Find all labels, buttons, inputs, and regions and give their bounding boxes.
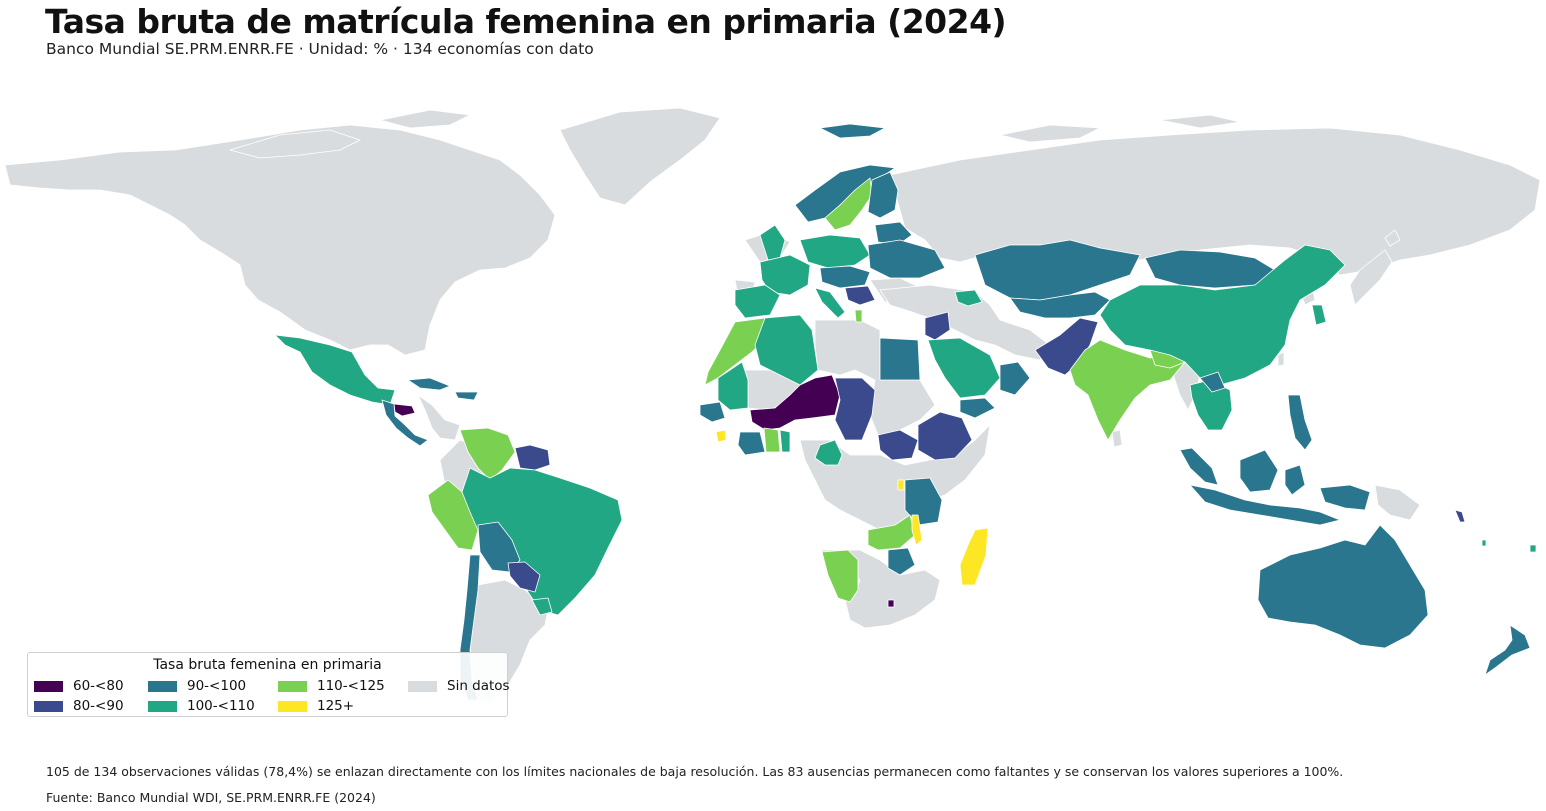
region-russia <box>889 127 1541 276</box>
region-australia <box>1257 524 1429 649</box>
region-france <box>759 254 811 296</box>
legend-swatch <box>34 680 63 692</box>
region-mexico <box>274 334 396 406</box>
region-north-america <box>4 124 556 356</box>
legend-item-90-100: 90-<100 <box>148 677 246 695</box>
legend-label: 110-<125 <box>317 678 385 694</box>
region-mongolia <box>1144 249 1276 289</box>
region-paraguay <box>507 561 541 593</box>
region-new-zealand <box>1484 624 1531 676</box>
world-map-svg <box>4 107 1541 706</box>
region-pacific-islands-80 <box>1454 509 1466 523</box>
region-caucasus <box>954 289 983 307</box>
map-title: Tasa bruta de matrícula femenina en prim… <box>45 2 1007 41</box>
region-iberia <box>734 284 781 319</box>
region-srilanka-nodata <box>1111 429 1123 448</box>
map-legend: Tasa bruta femenina en primaria 60-<80 8… <box>27 652 510 717</box>
map-subtitle: Banco Mundial SE.PRM.ENRR.FE · Unidad: %… <box>46 40 594 58</box>
region-greece <box>854 309 863 323</box>
region-togo-benin <box>779 429 791 453</box>
region-zambia <box>867 514 916 551</box>
region-lesotho <box>887 599 895 608</box>
region-middle-east-nodata <box>879 284 1051 361</box>
legend-swatch <box>278 680 307 692</box>
region-zimbabwe <box>887 547 916 576</box>
region-venezuela <box>459 427 516 481</box>
region-uruguay <box>531 597 553 616</box>
region-laos <box>1199 371 1226 393</box>
legend-label: 80-<90 <box>73 698 124 714</box>
legend-item-100-110: 100-<110 <box>148 697 255 715</box>
legend-swatch <box>34 700 63 712</box>
region-malawi <box>911 514 923 546</box>
region-ivory-coast <box>737 431 766 456</box>
region-cuba <box>407 377 479 401</box>
region-japan <box>1349 229 1401 306</box>
footnote: 105 de 134 observaciones válidas (78,4%)… <box>46 764 1344 779</box>
region-arctic-russia <box>999 114 1241 143</box>
region-germany-poland <box>799 234 871 269</box>
legend-item-125-plus: 125+ <box>278 697 354 715</box>
region-pakistan <box>1034 317 1099 376</box>
region-sierra-leone <box>715 429 727 443</box>
source-line: Fuente: Banco Mundial WDI, SE.PRM.ENRR.F… <box>46 790 376 805</box>
region-china <box>1099 244 1346 386</box>
region-italy <box>814 287 846 319</box>
region-papua <box>1374 484 1421 521</box>
region-central-europe <box>819 265 871 289</box>
region-philippines <box>1287 394 1313 451</box>
world-map <box>0 95 1546 715</box>
region-finland <box>867 171 899 219</box>
region-ethiopia <box>917 411 973 461</box>
legend-title: Tasa bruta femenina en primaria <box>153 657 382 673</box>
region-honduras <box>393 403 416 417</box>
region-burundi <box>897 479 905 491</box>
region-yemen <box>959 397 996 419</box>
legend-item-60-80: 60-<80 <box>34 677 124 695</box>
region-baltics <box>874 221 913 246</box>
legend-label: 90-<100 <box>187 678 247 694</box>
legend-label: Sin datos <box>447 678 510 694</box>
region-syria-iraq <box>924 311 951 341</box>
region-malaysia-peninsula <box>1179 447 1219 486</box>
region-pacific-islands <box>1481 539 1537 553</box>
region-iceland <box>819 123 886 139</box>
region-chad <box>834 377 876 441</box>
region-madagascar <box>959 527 989 586</box>
legend-item-80-90: 80-<90 <box>34 697 124 715</box>
legend-swatch <box>408 680 437 692</box>
legend-swatch <box>278 700 307 712</box>
legend-swatch <box>148 700 177 712</box>
region-indonesia <box>1189 449 1371 526</box>
legend-label: 100-<110 <box>187 698 255 714</box>
region-saudi-arabia <box>927 337 1001 399</box>
region-arctic-islands <box>229 109 471 159</box>
legend-label: 60-<80 <box>73 678 124 694</box>
legend-item-110-125: 110-<125 <box>278 677 385 695</box>
legend-label: 125+ <box>317 698 355 714</box>
region-balkans <box>844 285 876 306</box>
region-uk <box>759 224 786 261</box>
region-ghana <box>763 427 781 453</box>
region-egypt <box>879 337 921 381</box>
legend-swatch <box>148 680 177 692</box>
region-guianas <box>514 444 551 471</box>
region-namibia <box>821 549 859 603</box>
region-senegal-area <box>699 401 726 423</box>
region-tanzania <box>904 477 943 526</box>
region-greenland <box>559 107 721 206</box>
region-mauritania <box>717 361 749 411</box>
region-oman-uae <box>999 361 1031 396</box>
region-central-america <box>381 399 429 447</box>
region-peru <box>427 479 479 551</box>
legend-item-no-data: Sin datos <box>408 677 510 695</box>
region-central-asia <box>1009 291 1111 319</box>
region-korea <box>1311 304 1327 326</box>
region-taiwan-phil <box>1277 351 1285 367</box>
region-caribbean-nodata <box>417 394 461 441</box>
region-south-sudan <box>877 429 919 461</box>
region-belarus-ukraine <box>867 239 946 279</box>
region-cameroon <box>814 439 843 466</box>
